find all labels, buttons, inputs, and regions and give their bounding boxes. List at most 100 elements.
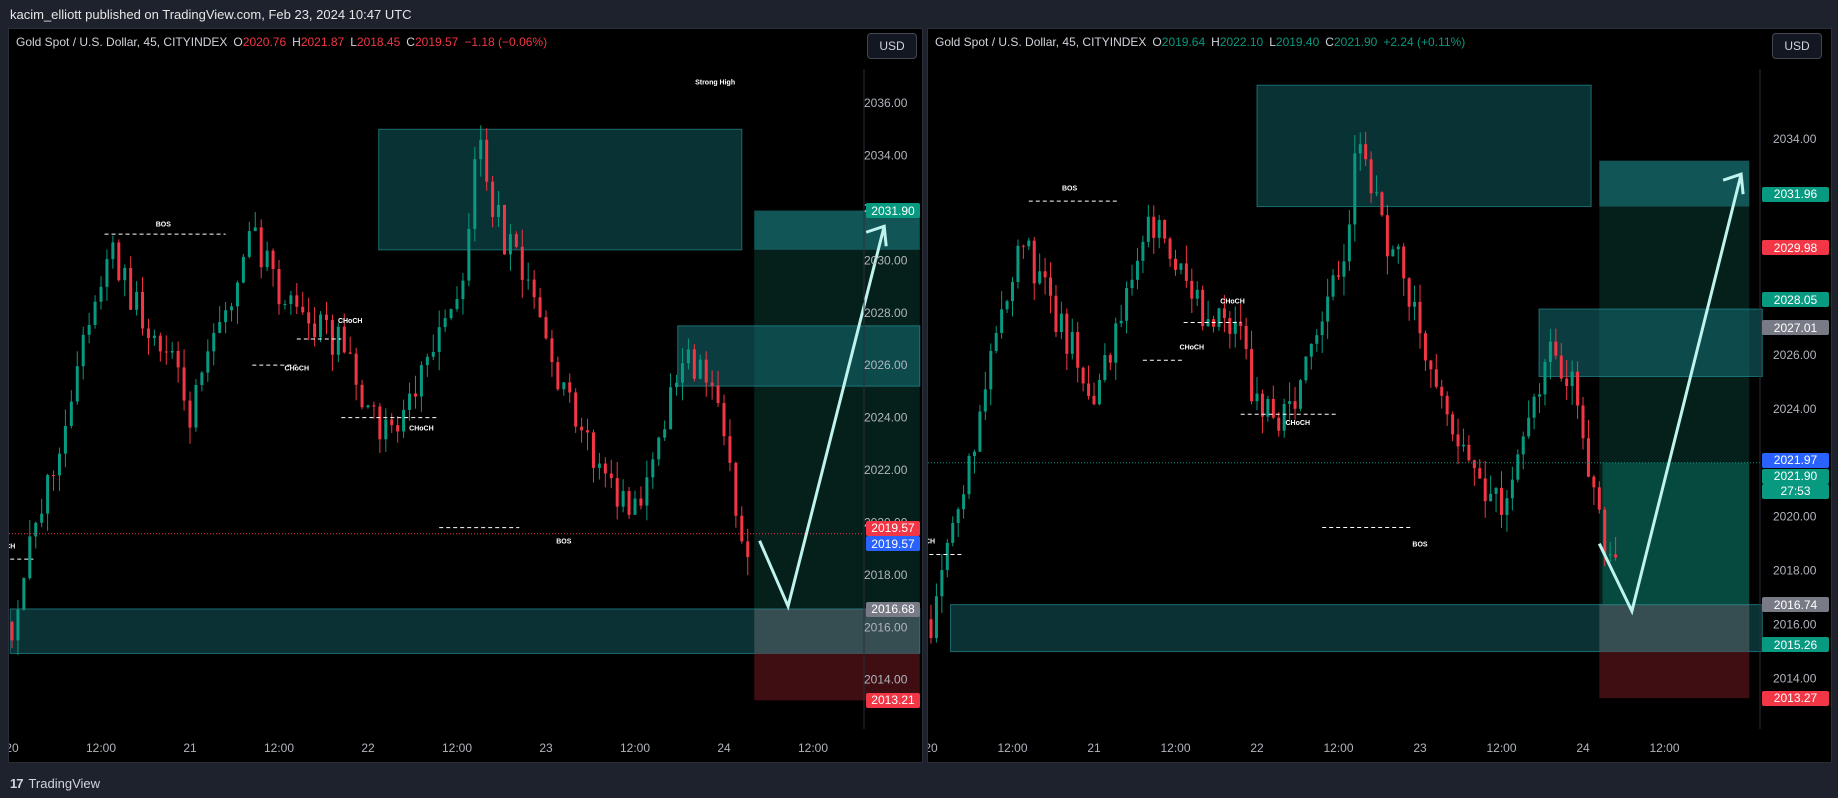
candle-body (1407, 278, 1411, 307)
candle-body (75, 366, 79, 402)
y-tick-label: 2016.00 (1773, 618, 1817, 632)
candle-body (57, 453, 61, 476)
ohlc-low: L2019.40 (1269, 35, 1320, 49)
candle-body (141, 291, 145, 329)
candle-body (324, 314, 328, 321)
candle-body (1347, 224, 1351, 262)
structure-label: BOS (1412, 541, 1428, 548)
candle-body (1326, 296, 1330, 322)
candle-body (1174, 258, 1177, 270)
target-zone-upper (1599, 160, 1750, 207)
candle-body (675, 382, 679, 388)
candle-body (425, 356, 429, 366)
candle-body (962, 494, 966, 510)
price-tag: 2013.21 (866, 692, 920, 708)
candle-body (384, 419, 388, 440)
demand-zone (950, 604, 1763, 653)
candle-body (253, 227, 257, 232)
candle-body (1581, 405, 1585, 439)
structure-label: CHoCH (1220, 299, 1245, 306)
candle-body (1369, 159, 1373, 194)
candle-body (1451, 414, 1455, 435)
candle-body (372, 405, 376, 407)
currency-button[interactable]: USD (1772, 33, 1822, 59)
ohlc-high: H2022.10 (1211, 35, 1264, 49)
mid-zone (677, 325, 921, 387)
candle-body (1331, 275, 1335, 297)
candle-body (1554, 341, 1558, 356)
candle-body (508, 234, 512, 255)
candle-body (1244, 326, 1248, 350)
candle-body (1141, 241, 1145, 261)
candle-body (1065, 313, 1069, 354)
x-tick-label: 12:00 (1649, 741, 1679, 755)
candle-body (34, 522, 38, 537)
candle-body (1467, 444, 1471, 461)
candle-body (1201, 289, 1205, 327)
candle-body (247, 231, 251, 257)
left-chart-panel[interactable]: Strong High BOS CHoCH CHoCH CHoCH BOS CHoCH 203… (8, 28, 923, 763)
candle-body (1429, 360, 1433, 370)
candle-body (1500, 487, 1503, 515)
candle-body (485, 139, 489, 182)
structure-label: CHoCH (1180, 344, 1205, 351)
price-tag: 2021.97 (1762, 452, 1829, 468)
x-tick-label: 24 (1576, 741, 1590, 755)
candle-body (431, 351, 435, 357)
candle-body (1489, 493, 1493, 502)
candle-body (983, 389, 987, 412)
structure-label: CHoCH (928, 539, 935, 546)
right-chart-panel[interactable]: BOSCHoCHCHoCHCHoCHBOSCHoCH2034.002032.00… (927, 28, 1832, 763)
candle-body (1608, 554, 1612, 556)
candle-body (1271, 398, 1275, 418)
candle-body (1195, 289, 1199, 299)
candle-body (218, 322, 222, 333)
candle-body (87, 324, 91, 335)
currency-button[interactable]: USD (867, 33, 917, 59)
x-tick-label: 22 (361, 741, 375, 755)
candle-body (1445, 395, 1449, 415)
arrow-head (1722, 172, 1745, 195)
candle-body (1364, 144, 1368, 160)
candle-body (698, 359, 702, 379)
candle-body (544, 317, 548, 339)
candle-body (1049, 277, 1053, 296)
candle-body (734, 462, 738, 516)
candle-body (1000, 309, 1004, 333)
price-tag: 2016.74 (1762, 597, 1829, 613)
candle-body (1135, 260, 1139, 280)
candle-body (194, 385, 198, 428)
candle-body (170, 350, 174, 353)
y-tick-label: 2026.00 (1773, 348, 1817, 362)
candle-body (520, 246, 524, 280)
tradingview-icon: 17 (10, 776, 24, 791)
candle-body (934, 596, 938, 639)
candle-body (1097, 379, 1101, 405)
candle-body (1239, 321, 1243, 327)
candle-body (129, 267, 133, 310)
candle-body (283, 303, 287, 305)
candle-body (1320, 321, 1324, 336)
y-tick-label: 2018.00 (1773, 564, 1817, 578)
candle-body (722, 403, 726, 437)
candle-body (93, 301, 97, 325)
candle-body (1021, 245, 1025, 247)
candle-body (1353, 153, 1357, 225)
candle-body (645, 477, 649, 506)
candle-body (330, 320, 334, 355)
candle-body (10, 622, 14, 641)
candle-body (413, 393, 417, 397)
ohlc-change: +2.24 (+0.11%) (1383, 35, 1466, 49)
candle-body (1570, 371, 1574, 387)
structure-label: BOS (556, 538, 572, 545)
candle-body (1516, 454, 1520, 480)
candle-body (1434, 369, 1438, 387)
entry-zone-gray (1599, 604, 1750, 652)
candle-body (526, 279, 530, 281)
y-tick-label: 2020.00 (1773, 510, 1817, 524)
tradingview-logo[interactable]: 17 TradingView (10, 776, 100, 791)
symbol-legend: Gold Spot / U.S. Dollar, 45, CITYINDEX O… (16, 35, 547, 49)
candle-body (22, 578, 26, 610)
y-tick-label: 2030.00 (864, 253, 908, 267)
candle-body (514, 234, 518, 247)
